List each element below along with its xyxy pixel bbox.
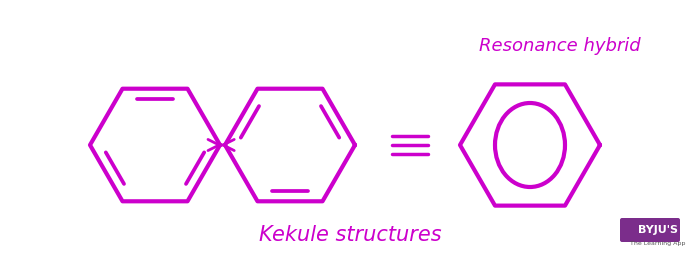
Text: The Learning App: The Learning App	[630, 241, 686, 246]
Text: Kekule structures: Kekule structures	[259, 225, 441, 245]
Text: BYJU'S: BYJU'S	[638, 225, 678, 235]
Text: Resonance hybrid: Resonance hybrid	[480, 37, 640, 55]
FancyBboxPatch shape	[620, 218, 680, 242]
